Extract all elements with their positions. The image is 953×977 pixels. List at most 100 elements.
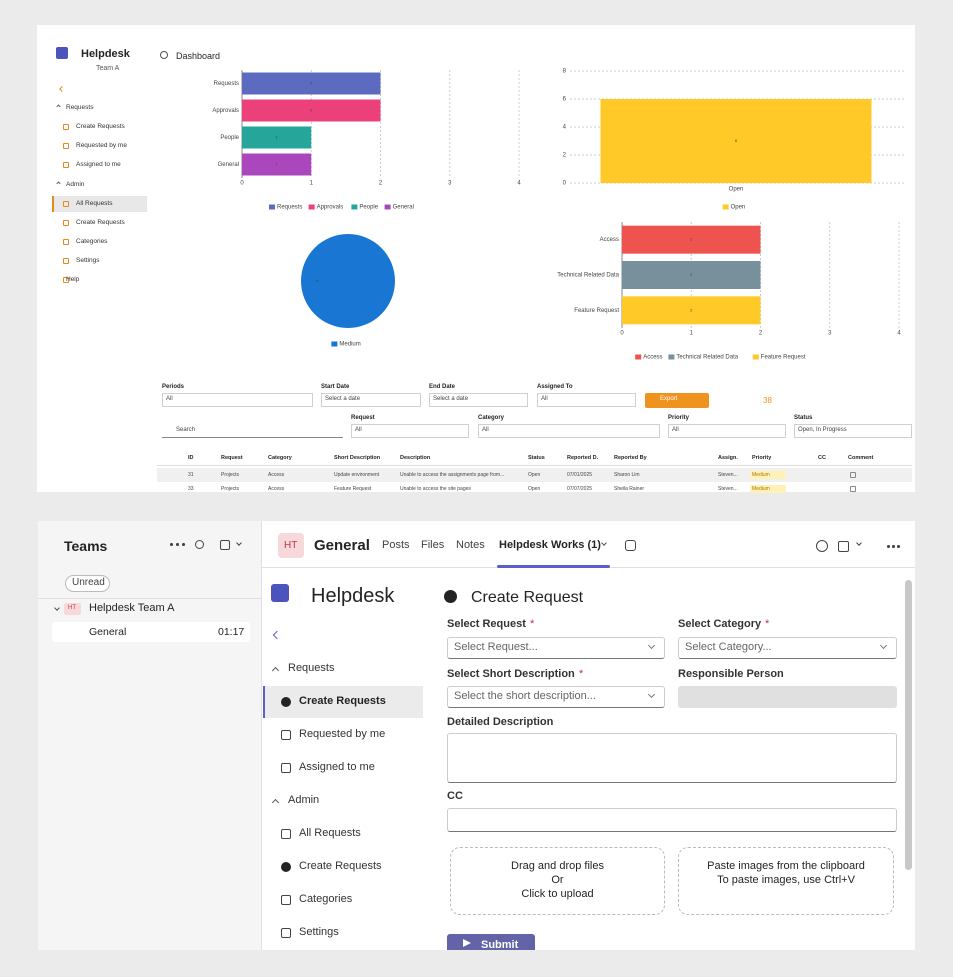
nav: Categories — [76, 238, 108, 246]
icon — [281, 730, 291, 740]
nav: Requests — [288, 662, 335, 675]
bottom-mask — [38, 950, 915, 977]
heading: Create Request — [471, 589, 584, 607]
icon — [444, 590, 457, 603]
y-tick-label: 8 — [563, 69, 567, 75]
bar — [242, 126, 312, 149]
value: All — [541, 396, 548, 403]
search-box[interactable] — [162, 424, 343, 438]
icon — [63, 143, 69, 149]
upload-zone[interactable] — [450, 847, 665, 915]
legend-label: Medium — [339, 342, 360, 348]
input-box[interactable] — [537, 393, 636, 407]
input-box[interactable] — [162, 393, 313, 407]
team-initials: HT — [68, 605, 76, 612]
paste: Paste images from the clipboard — [707, 860, 865, 873]
legend-swatch — [722, 204, 729, 210]
icon — [838, 541, 849, 552]
input-box[interactable] — [794, 424, 912, 438]
placeholder: Select Request... — [454, 641, 538, 654]
tabs[interactable]: Helpdesk Works (1) — [499, 539, 601, 552]
value: Select a date — [433, 396, 469, 403]
tabs[interactable]: Files — [421, 539, 445, 552]
icon — [281, 928, 291, 938]
icon — [625, 540, 636, 551]
data-label: 1 — [276, 162, 279, 167]
input-box[interactable] — [351, 424, 469, 438]
data-label: 1 — [276, 135, 279, 140]
nav[interactable]: Requested by me — [299, 728, 386, 741]
select-box[interactable] — [678, 637, 897, 659]
legend-swatch — [668, 354, 675, 360]
scrollbar — [905, 580, 912, 870]
headers: Short Description — [334, 454, 381, 461]
icon — [63, 258, 69, 264]
headers: CC — [818, 454, 826, 461]
bar — [242, 99, 381, 122]
bar — [622, 261, 761, 289]
reported-date: 07/01/2025 — [567, 472, 593, 478]
nav[interactable]: All Requests — [299, 827, 361, 840]
required-mark: * — [530, 618, 535, 631]
bar — [242, 72, 381, 95]
icon — [887, 545, 890, 548]
data-label: 2 — [690, 307, 693, 312]
unread-pill[interactable] — [65, 575, 110, 592]
nav[interactable]: Categories — [299, 893, 353, 906]
status: Open — [528, 472, 541, 478]
x-tick-label: 4 — [517, 181, 521, 187]
input-box[interactable] — [321, 393, 421, 407]
readonly-box — [678, 686, 897, 708]
input-box[interactable] — [429, 393, 528, 407]
headers: Reported D. — [567, 454, 599, 461]
select-box[interactable] — [447, 686, 665, 708]
nav[interactable]: Create Requests — [299, 860, 382, 873]
icon — [176, 543, 179, 546]
data-label: 2 — [690, 237, 693, 242]
select-box[interactable] — [447, 637, 665, 659]
nav[interactable]: Assigned to me — [299, 761, 375, 774]
headers: Reported By — [614, 454, 647, 461]
legend-label: Technical Related Data — [676, 355, 738, 361]
upload: Drag and drop files — [511, 860, 604, 873]
icon — [271, 584, 289, 602]
upload: Click to upload — [521, 888, 594, 901]
icon — [850, 486, 856, 492]
nav[interactable]: Create Requests — [299, 695, 386, 708]
channel-selected[interactable] — [52, 622, 250, 642]
nav[interactable]: Settings — [299, 926, 339, 939]
x-tick-label: 3 — [448, 181, 452, 187]
header-divider — [157, 465, 912, 466]
required-mark: * — [765, 618, 770, 631]
paste-zone[interactable] — [678, 847, 894, 915]
legend-label: Requests — [277, 205, 302, 211]
export-button[interactable] — [645, 393, 709, 408]
label: Detailed Description — [447, 716, 554, 729]
cc-input[interactable] — [447, 808, 897, 832]
y-tick-label: People — [220, 135, 239, 141]
bar — [242, 153, 312, 176]
headers: Category — [268, 454, 292, 461]
tabs[interactable]: Posts — [382, 539, 410, 552]
data-label: 6 — [735, 138, 738, 143]
headers: Request — [221, 454, 243, 461]
input-box[interactable] — [478, 424, 660, 438]
submit[interactable]: Submit — [481, 939, 519, 952]
dashboard-charts: 0 1 2 3 4 Requests 2 Approvals 2 People 1 General 1 R… — [212, 69, 905, 361]
tabs[interactable]: Notes — [456, 539, 485, 552]
assigned: Steven... — [718, 472, 738, 478]
input-box[interactable] — [668, 424, 786, 438]
x-tick-label: 2 — [379, 181, 383, 187]
headers: Priority — [752, 454, 772, 461]
legend-label: Approvals — [317, 205, 344, 211]
textarea[interactable] — [447, 733, 897, 783]
title: Helpdesk — [311, 585, 395, 607]
icon — [816, 540, 828, 552]
bar — [600, 99, 872, 183]
team-badge — [64, 603, 81, 615]
reported-date: 07/07/2025 — [567, 486, 593, 492]
icon — [170, 543, 173, 546]
tab-underline — [497, 565, 610, 568]
value: All — [672, 427, 679, 434]
filter: Unread — [72, 577, 105, 588]
